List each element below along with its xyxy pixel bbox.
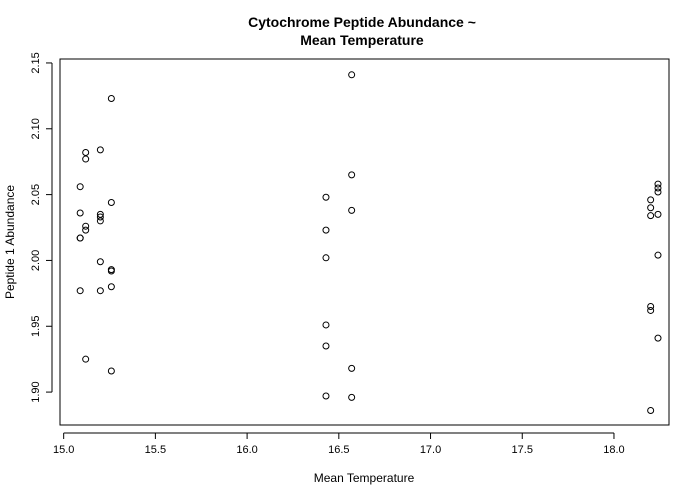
data-point xyxy=(654,334,662,342)
data-point xyxy=(348,171,356,179)
y-axis: 1.90 1.95 2.00 2.05 2.10 2.15 xyxy=(30,52,53,403)
data-point xyxy=(322,226,330,234)
x-tick-label: 15.5 xyxy=(145,444,166,456)
data-point xyxy=(107,94,115,102)
y-tick-label: 2.15 xyxy=(30,52,42,73)
y-tick-label: 2.10 xyxy=(30,118,42,139)
y-tick-label: 2.00 xyxy=(30,250,42,271)
data-point xyxy=(107,267,115,275)
x-tick-label: 17.0 xyxy=(420,444,441,456)
data-point xyxy=(82,148,90,156)
data-point xyxy=(107,199,115,207)
data-point xyxy=(76,234,84,242)
data-point xyxy=(107,367,115,375)
x-axis: 15.0 15.5 16.0 16.5 17.0 17.5 18.0 xyxy=(53,432,625,456)
data-point xyxy=(96,258,104,266)
data-point xyxy=(647,306,655,314)
data-point xyxy=(654,180,662,188)
data-point xyxy=(647,204,655,212)
y-tick-label: 1.90 xyxy=(30,381,42,402)
data-point xyxy=(654,188,662,196)
x-axis-label: Mean Temperature xyxy=(314,471,415,485)
y-tick-label: 2.05 xyxy=(30,184,42,205)
data-point xyxy=(76,183,84,191)
data-point xyxy=(348,364,356,372)
data-point xyxy=(654,251,662,259)
data-point xyxy=(96,210,104,218)
data-points xyxy=(76,71,662,415)
data-point xyxy=(647,196,655,204)
data-point xyxy=(96,287,104,295)
data-point xyxy=(654,210,662,218)
data-point xyxy=(96,213,104,221)
data-point xyxy=(82,222,90,230)
data-point xyxy=(322,254,330,262)
data-point xyxy=(76,209,84,217)
x-tick-label: 16.0 xyxy=(236,444,257,456)
data-point xyxy=(322,321,330,329)
chart-title-line-2: Mean Temperature xyxy=(300,32,424,48)
data-point xyxy=(348,393,356,401)
data-point xyxy=(107,283,115,291)
data-point xyxy=(82,226,90,234)
data-point xyxy=(348,71,356,79)
data-point xyxy=(76,287,84,295)
data-point xyxy=(647,212,655,220)
data-point xyxy=(322,392,330,400)
data-point xyxy=(322,193,330,201)
data-point xyxy=(96,217,104,225)
x-tick-label: 15.0 xyxy=(53,444,74,456)
data-point xyxy=(82,155,90,163)
plot-frame xyxy=(59,58,670,426)
data-point xyxy=(322,342,330,350)
x-tick-label: 18.0 xyxy=(603,444,624,456)
data-point xyxy=(82,355,90,363)
y-tick-label: 1.95 xyxy=(30,316,42,337)
y-axis-label: Peptide 1 Abundance xyxy=(3,185,17,299)
x-tick-label: 16.5 xyxy=(328,444,349,456)
data-point xyxy=(647,303,655,311)
data-point xyxy=(348,206,356,214)
x-tick-label: 17.5 xyxy=(512,444,533,456)
chart-title-line-1: Cytochrome Peptide Abundance ~ xyxy=(248,14,476,30)
data-point xyxy=(647,407,655,415)
data-point xyxy=(96,146,104,154)
data-point xyxy=(654,184,662,192)
